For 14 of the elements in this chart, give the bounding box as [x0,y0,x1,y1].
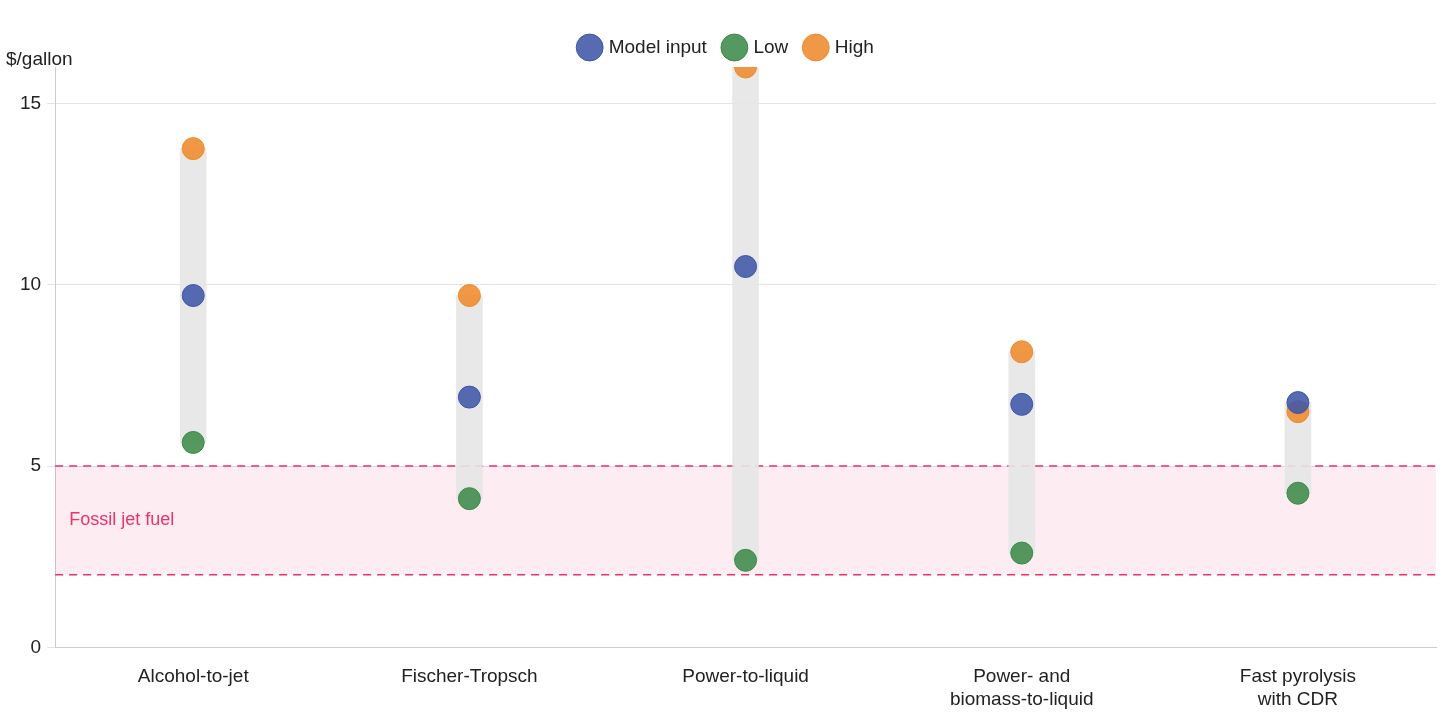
legend-label: High [834,35,874,57]
y-tick-label: 10 [19,272,42,294]
y-tick-label: 0 [30,635,42,657]
x-tick-label: Fast pyrolysis with CDR [1239,665,1356,709]
y-tick-label: 5 [30,454,42,476]
x-tick-label: Power-to-liquid [682,665,809,687]
x-tick-label: Alcohol-to-jet [137,665,250,687]
legend-label: Model input [608,35,708,57]
band-label: Fossil jet fuel [69,509,175,530]
y-tick-label: 15 [19,91,42,113]
y-axis-title: $/gallon [6,48,73,70]
legend-label: Low [753,35,789,57]
x-tick-label: Fischer-Tropsch [401,665,538,687]
x-tick-label: Power- and biomass-to-liquid [949,665,1094,709]
